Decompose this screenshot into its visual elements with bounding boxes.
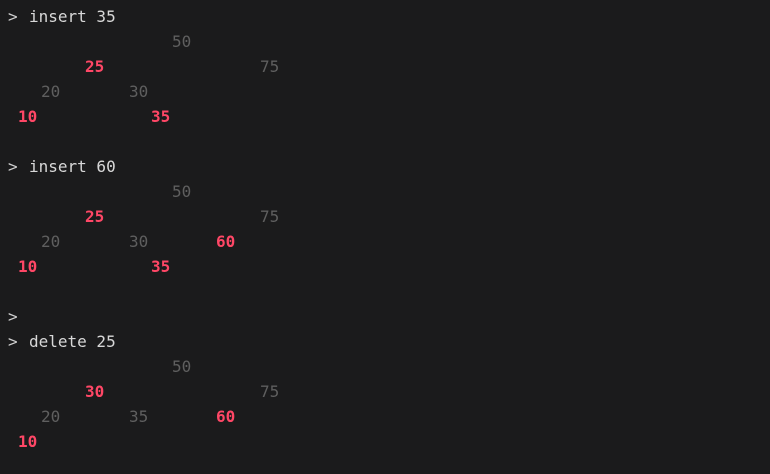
command-line: > <box>0 304 770 329</box>
command-line: > delete 25 <box>0 329 770 354</box>
tree-node: 50 <box>172 32 192 51</box>
tree-node: 50 <box>172 357 192 376</box>
tree-node: 30 <box>129 232 149 251</box>
tree-node: 60 <box>216 407 236 426</box>
tree-node: 35 <box>129 407 149 426</box>
prompt-symbol: > <box>8 332 18 351</box>
tree-node: 25 <box>85 207 105 226</box>
prompt-symbol: > <box>8 7 18 26</box>
tree-node: 20 <box>41 407 61 426</box>
tree-node: 20 <box>41 82 61 101</box>
command-text: insert 35 <box>29 7 116 26</box>
tree-node: 60 <box>216 232 236 251</box>
tree-node: 50 <box>172 182 192 201</box>
tree-node: 30 <box>129 82 149 101</box>
tree-node: 75 <box>260 57 280 76</box>
tree-node: 35 <box>151 107 171 126</box>
tree-node: 30 <box>85 382 105 401</box>
tree-node: 10 <box>18 432 38 451</box>
command-line: > insert 35 <box>0 4 770 29</box>
tree-node: 75 <box>260 207 280 226</box>
tree-node: 75 <box>260 382 280 401</box>
prompt-symbol: > <box>8 157 18 176</box>
tree-node: 20 <box>41 232 61 251</box>
tree-node: 35 <box>151 257 171 276</box>
tree-node: 10 <box>18 257 38 276</box>
tree-node: 10 <box>18 107 38 126</box>
tree-node: 25 <box>85 57 105 76</box>
command-text: delete 25 <box>29 332 116 351</box>
prompt-symbol: > <box>8 307 18 326</box>
command-text: insert 60 <box>29 157 116 176</box>
command-line: > insert 60 <box>0 154 770 179</box>
